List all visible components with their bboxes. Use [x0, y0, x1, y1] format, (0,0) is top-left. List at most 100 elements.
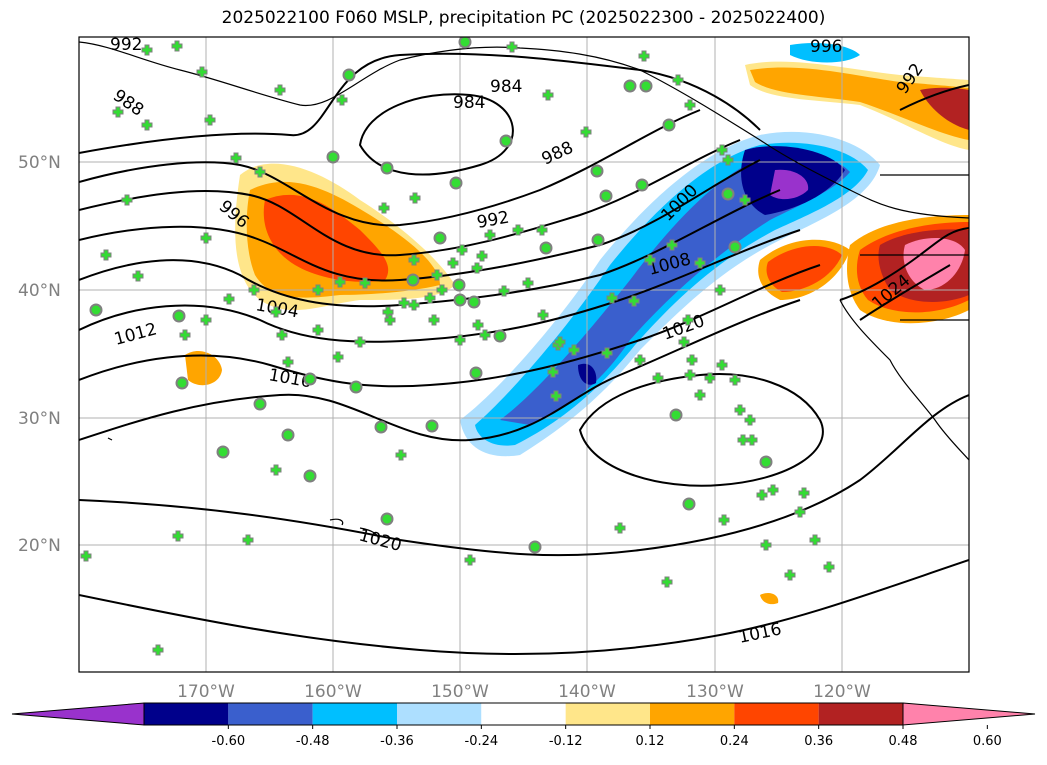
- station-plus-marker: [672, 74, 684, 86]
- station-plus-marker: [230, 152, 242, 164]
- precip-area-positive: [766, 245, 842, 292]
- station-plus-marker: [141, 44, 153, 56]
- station-plus-marker: [678, 336, 690, 348]
- station-plus-marker: [472, 319, 484, 331]
- colorbar-segment: [312, 703, 397, 725]
- station-plus-marker: [661, 576, 673, 588]
- station-circle-marker: [172, 309, 186, 323]
- lat-label: 40°N: [18, 281, 61, 301]
- station-circle-marker: [433, 231, 447, 245]
- station-plus-marker: [554, 336, 566, 348]
- station-plus-marker: [536, 224, 548, 236]
- station-plus-marker: [506, 41, 518, 53]
- station-plus-marker: [644, 254, 656, 266]
- station-plus-marker: [729, 374, 741, 386]
- station-circle-marker: [590, 164, 604, 178]
- station-plus-marker: [100, 249, 112, 261]
- station-circle-marker: [469, 366, 483, 380]
- precip-area-positive: [920, 87, 969, 130]
- station-plus-marker: [734, 404, 746, 416]
- station-plus-marker: [756, 489, 768, 501]
- colorbar-segment: [818, 703, 903, 725]
- station-plus-marker: [471, 262, 483, 274]
- station-circle-marker: [380, 512, 394, 526]
- station-plus-marker: [634, 354, 646, 366]
- station-circle-marker: [303, 469, 317, 483]
- isobar: [899, 84, 969, 111]
- station-plus-marker: [248, 284, 260, 296]
- station-circle-marker: [453, 293, 467, 307]
- precip-shading: [185, 43, 969, 605]
- station-plus-marker: [568, 344, 580, 356]
- station-plus-marker: [716, 359, 728, 371]
- station-plus-marker: [823, 561, 835, 573]
- station-circle-marker: [89, 303, 103, 317]
- station-plus-marker: [454, 334, 466, 346]
- station-plus-marker: [112, 106, 124, 118]
- station-plus-marker: [718, 514, 730, 526]
- station-plus-marker: [652, 372, 664, 384]
- precip-area-negative: [770, 169, 809, 200]
- isobar: [79, 299, 801, 442]
- lat-label: 50°N: [18, 153, 61, 173]
- isobar: [79, 229, 801, 343]
- isobar-label: 988: [109, 86, 147, 121]
- station-plus-marker: [408, 254, 420, 266]
- station-circle-marker: [639, 79, 653, 93]
- station-circle-marker: [452, 278, 466, 292]
- station-plus-marker: [684, 99, 696, 111]
- station-plus-marker: [456, 244, 468, 256]
- colorbar-segment: [228, 703, 313, 725]
- station-plus-marker: [638, 50, 650, 62]
- lon-label: 130°W: [686, 682, 744, 702]
- station-circle-marker: [499, 134, 513, 148]
- station-plus-marker: [336, 94, 348, 106]
- station-plus-marker: [550, 390, 562, 402]
- station-plus-marker: [537, 309, 549, 321]
- station-plus-marker: [121, 194, 133, 206]
- station-plus-marker: [682, 314, 694, 326]
- colorbar-tick-label: -0.60: [212, 734, 246, 749]
- station-plus-marker: [428, 314, 440, 326]
- isobar-label: 1012: [112, 319, 159, 350]
- colorbar-tick-label: 0.36: [804, 734, 833, 749]
- isobar-label: 996: [810, 37, 842, 57]
- station-plus-marker: [171, 40, 183, 52]
- lon-label: 140°W: [558, 682, 616, 702]
- station-plus-marker: [242, 534, 254, 546]
- colorbar-frame: [143, 702, 904, 726]
- station-circle-marker: [591, 233, 605, 247]
- isobar-label: 1016: [737, 619, 783, 648]
- station-plus-marker: [744, 414, 756, 426]
- colorbar-segment: [144, 703, 229, 725]
- colorbar: [11, 702, 1036, 726]
- station-plus-marker: [282, 356, 294, 368]
- isobar: [578, 373, 824, 487]
- station-plus-marker: [408, 299, 420, 311]
- station-plus-marker: [80, 550, 92, 562]
- lat-label: 30°N: [18, 409, 61, 429]
- isobar-label: 992: [475, 208, 510, 233]
- colorbar-tick-label: 0.24: [720, 734, 749, 749]
- station-circle-marker: [599, 189, 613, 203]
- station-circle-marker: [682, 497, 696, 511]
- station-plus-marker: [694, 389, 706, 401]
- colorbar-segment: [397, 703, 482, 725]
- isobar-label: 988: [539, 138, 577, 170]
- station-plus-marker: [614, 522, 626, 534]
- station-circle-marker: [669, 408, 683, 422]
- station-plus-marker: [312, 284, 324, 296]
- station-plus-marker: [464, 554, 476, 566]
- station-plus-marker: [512, 224, 524, 236]
- station-circle-marker: [342, 68, 356, 82]
- station-plus-marker: [204, 114, 216, 126]
- station-circle-marker: [449, 176, 463, 190]
- station-plus-marker: [704, 372, 716, 384]
- station-plus-marker: [270, 464, 282, 476]
- station-plus-marker: [767, 484, 779, 496]
- station-plus-marker: [223, 293, 235, 305]
- station-plus-marker: [398, 297, 410, 309]
- station-circle-marker: [349, 380, 363, 394]
- station-markers: [80, 37, 835, 656]
- colorbar-segment: [734, 703, 819, 725]
